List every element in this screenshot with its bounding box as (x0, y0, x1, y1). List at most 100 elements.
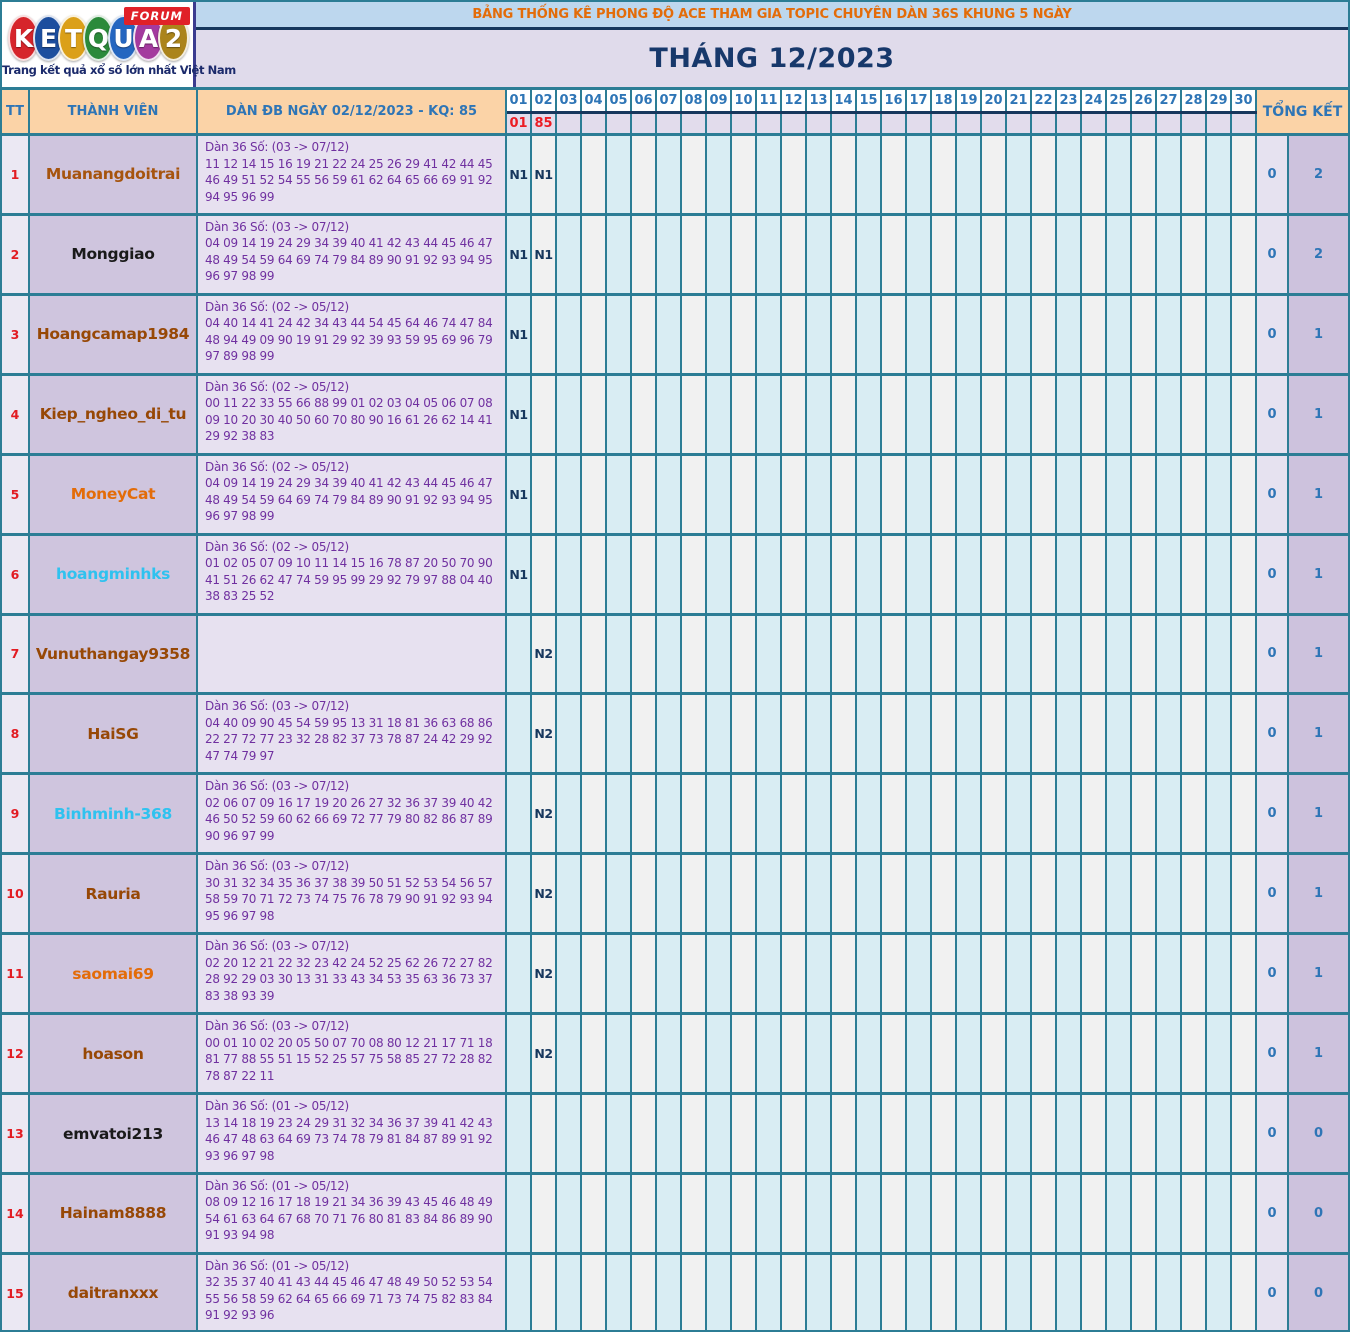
day-cell-05 (607, 695, 632, 773)
day-cell-26 (1132, 855, 1157, 933)
day-cell-15 (857, 1254, 882, 1330)
day-cell-15 (857, 1095, 882, 1172)
day-cell-20 (982, 375, 1007, 453)
day-result-13 (807, 114, 832, 133)
day-cell-01 (507, 935, 532, 1013)
member-name: Kiep_ngheo_di_tu (30, 375, 198, 453)
day-cell-01 (507, 1015, 532, 1093)
day-cell-21 (1007, 1254, 1032, 1330)
day-cell-06 (632, 1254, 657, 1330)
day-header-05: 05 (607, 90, 632, 111)
day-header-06: 06 (632, 90, 657, 111)
dan-numbers-text: 04 09 14 19 24 29 34 39 40 41 42 43 44 4… (205, 236, 493, 284)
row-index: 5 (2, 455, 30, 533)
day-cell-08 (682, 136, 707, 213)
day-cell-06 (632, 215, 657, 293)
day-cell-30 (1232, 455, 1257, 533)
day-cell-13 (807, 695, 832, 773)
day-cell-20 (982, 695, 1007, 773)
day-cell-04 (582, 136, 607, 213)
day-cell-18 (932, 1174, 957, 1252)
day-result-19 (957, 114, 982, 133)
day-cell-15 (857, 935, 882, 1013)
day-header-01: 01 (507, 90, 532, 111)
dan-numbers-text: 04 09 14 19 24 29 34 39 40 41 42 43 44 4… (205, 476, 493, 524)
member-name: Vunuthangay9358 (30, 615, 198, 693)
day-cell-24 (1082, 136, 1107, 213)
day-cell-13 (807, 1095, 832, 1172)
day-cell-19 (957, 775, 982, 853)
total-left: 0 (1257, 455, 1289, 533)
day-cell-28 (1182, 535, 1207, 613)
member-row-7: 7 Vunuthangay9358 N2 0 1 (2, 612, 1348, 693)
day-cell-18 (932, 215, 957, 293)
day-cell-18 (932, 775, 957, 853)
day-cell-23 (1057, 215, 1082, 293)
day-cell-17 (907, 1254, 932, 1330)
day-header-17: 17 (907, 90, 932, 111)
dan-numbers-text: 04 40 09 90 45 54 59 95 13 31 18 81 36 6… (205, 715, 493, 763)
member-name: saomai69 (30, 935, 198, 1013)
day-cell-21 (1007, 1174, 1032, 1252)
dan-range-label: Dàn 36 Số: (03 -> 07/12) (205, 859, 349, 874)
day-cell-04 (582, 1174, 607, 1252)
member-name: Binhminh-368 (30, 775, 198, 853)
day-cell-18 (932, 615, 957, 693)
day-result-10 (732, 114, 757, 133)
day-cell-03 (557, 1254, 582, 1330)
day-cell-03 (557, 695, 582, 773)
member-name: HaiSG (30, 695, 198, 773)
day-cell-09 (707, 455, 732, 533)
day-cell-17 (907, 136, 932, 213)
day-cell-11 (757, 1095, 782, 1172)
day-cell-06 (632, 1095, 657, 1172)
member-row-2: 2 Monggiao Dàn 36 Số: (03 -> 07/12) 04 09 1… (2, 212, 1348, 293)
day-cell-10 (732, 1254, 757, 1330)
day-cell-28 (1182, 775, 1207, 853)
day-header-10: 10 (732, 90, 757, 111)
day-cell-05 (607, 1174, 632, 1252)
day-cell-05 (607, 295, 632, 373)
day-cell-18 (932, 1254, 957, 1330)
day-cell-03 (557, 136, 582, 213)
day-cell-18 (932, 375, 957, 453)
day-cell-04 (582, 935, 607, 1013)
total-left: 0 (1257, 855, 1289, 933)
day-result-30 (1232, 114, 1257, 133)
day-cell-20 (982, 775, 1007, 853)
day-cell-16 (882, 855, 907, 933)
day-cell-14 (832, 375, 857, 453)
day-cell-29 (1207, 295, 1232, 373)
day-cell-14 (832, 295, 857, 373)
day-cell-17 (907, 295, 932, 373)
day-cell-25 (1107, 375, 1132, 453)
dan-range-label: Dàn 36 Số: (02 -> 05/12) (205, 299, 349, 314)
total-right: 1 (1289, 615, 1348, 693)
day-cell-21 (1007, 215, 1032, 293)
day-cell-27 (1157, 535, 1182, 613)
member-row-13: 13 emvatoi213 Dàn 36 Số: (01 -> 05/12) 13 1… (2, 1092, 1348, 1172)
day-result-27 (1157, 114, 1182, 133)
day-cell-09 (707, 136, 732, 213)
day-cell-15 (857, 295, 882, 373)
day-cell-17 (907, 455, 932, 533)
col-header-member: THÀNH VIÊN (30, 90, 198, 133)
day-cell-24 (1082, 455, 1107, 533)
total-right: 1 (1289, 455, 1348, 533)
day-header-09: 09 (707, 90, 732, 111)
day-cell-16 (882, 375, 907, 453)
day-cell-10 (732, 295, 757, 373)
total-right: 2 (1289, 215, 1348, 293)
day-cell-21 (1007, 615, 1032, 693)
day-cell-24 (1082, 615, 1107, 693)
day-cell-02: N2 (532, 1015, 557, 1093)
day-cell-21 (1007, 455, 1032, 533)
day-cell-28 (1182, 1254, 1207, 1330)
day-cell-18 (932, 535, 957, 613)
member-row-15: 15 daitranxxx Dàn 36 Số: (01 -> 05/12) 32 3… (2, 1251, 1348, 1330)
col-header-dan: DÀN ĐB NGÀY 02/12/2023 - KQ: 85 (198, 90, 507, 133)
day-cell-16 (882, 535, 907, 613)
day-cell-16 (882, 775, 907, 853)
day-cell-23 (1057, 695, 1082, 773)
day-cell-18 (932, 855, 957, 933)
